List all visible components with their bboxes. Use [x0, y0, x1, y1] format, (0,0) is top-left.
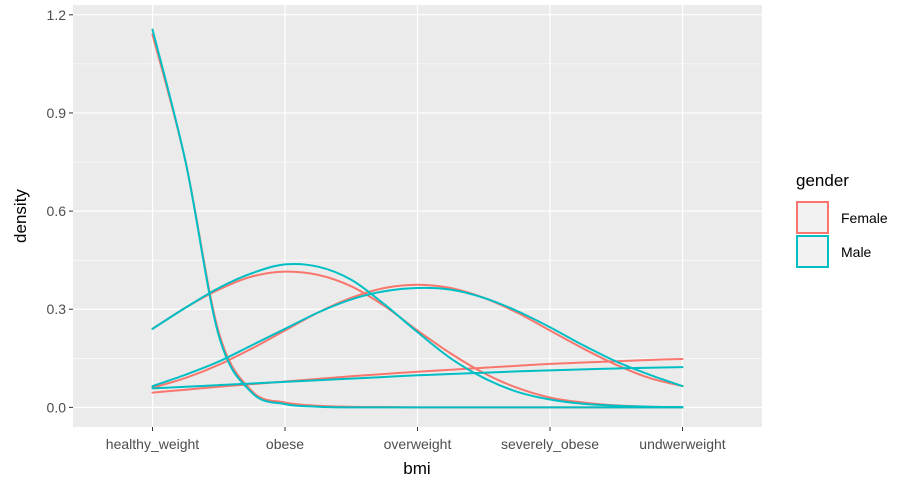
legend-keys: Female Male [796, 201, 888, 268]
legend-title: gender [796, 171, 849, 190]
y-tick-label: 0.0 [47, 399, 67, 415]
legend-label-male: Male [841, 244, 872, 260]
density-curves [151, 28, 684, 409]
x-axis-title: bmi [403, 459, 430, 478]
y-axis-title: density [11, 189, 30, 243]
legend-label-female: Female [841, 210, 888, 226]
density-curve-male-3 [151, 286, 684, 388]
x-tick-label: healthy_weight [106, 436, 200, 452]
x-tick-label: obese [266, 436, 304, 452]
y-tick-label: 1.2 [47, 7, 67, 23]
y-tick-label: 0.6 [47, 203, 67, 219]
x-axis-ticks: healthy_weight obese overweight severely_ob… [106, 427, 726, 452]
y-axis-ticks: 0.0 0.3 0.6 0.9 1.2 [47, 7, 73, 415]
density-curve-male-2 [151, 262, 684, 409]
x-tick-label: overweight [384, 436, 452, 452]
legend-key-female [796, 201, 829, 234]
density-curve-female-2 [151, 270, 684, 409]
legend: gender Female Male [796, 171, 888, 268]
legend-key-male [796, 235, 829, 268]
density-curve-male-1 [151, 28, 684, 409]
y-tick-label: 0.3 [47, 301, 67, 317]
density-curve-male-4 [151, 366, 684, 390]
x-tick-label: undwerweight [639, 436, 725, 452]
density-curve-female-3 [151, 283, 684, 389]
y-tick-label: 0.9 [47, 105, 67, 121]
major-gridlines [73, 5, 762, 427]
x-tick-label: severely_obese [501, 436, 599, 452]
